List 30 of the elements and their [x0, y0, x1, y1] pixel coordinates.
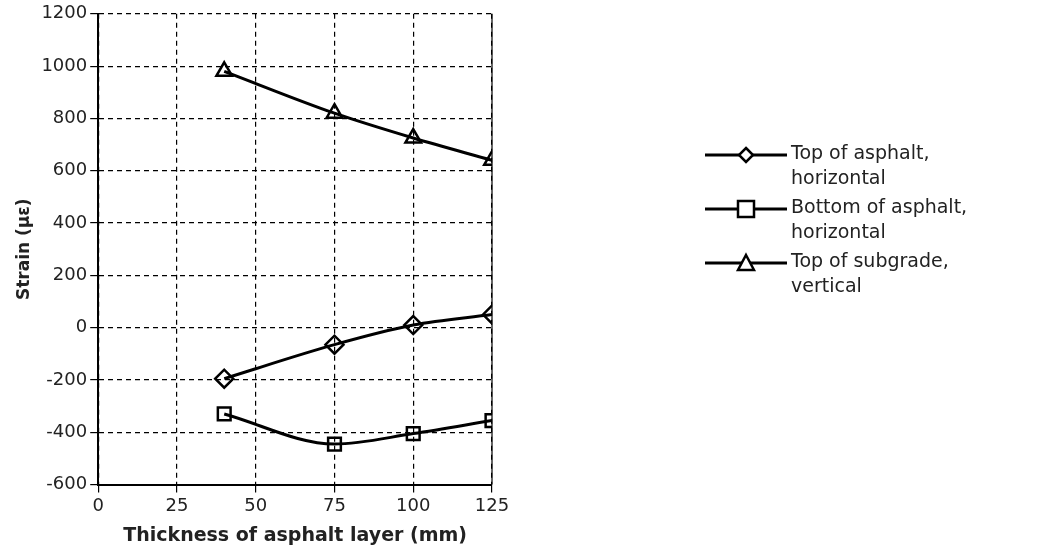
x-tick-label: 125	[474, 494, 510, 516]
y-tick-label: -600	[46, 472, 88, 494]
x-tick-label: 0	[92, 494, 104, 516]
y-tick-label: 800	[52, 106, 88, 128]
x-tick-label: 50	[244, 494, 268, 516]
y-tick-label: 0	[75, 315, 88, 337]
y-tick-label: 1000	[41, 53, 88, 75]
y-tick-label: 1200	[41, 1, 88, 23]
legend-label: Top of asphalt, horizontal	[791, 140, 931, 190]
legend-label: Bottom of asphalt, horizontal	[791, 194, 969, 244]
y-tick-label: -200	[46, 367, 88, 389]
x-axis-title: Thickness of asphalt layer (mm)	[123, 522, 467, 545]
point	[325, 102, 344, 119]
point	[326, 436, 343, 452]
x-tick-label: 25	[165, 494, 189, 516]
y-tick-label: 200	[52, 263, 88, 285]
point	[213, 368, 235, 389]
y-tick-label: 600	[52, 158, 88, 180]
point	[215, 61, 234, 78]
point	[216, 406, 232, 422]
point	[404, 127, 423, 144]
y-tick-label: -400	[46, 419, 88, 441]
point	[402, 314, 424, 336]
y-tick-label: 400	[52, 210, 88, 232]
point	[324, 334, 345, 355]
x-tick-label: 100	[396, 494, 431, 516]
x-tick-label: 75	[323, 494, 346, 516]
y-axis-title: Strain (με)	[12, 198, 33, 300]
legend-label: Top of subgrade, vertical	[791, 248, 950, 298]
point	[405, 425, 421, 442]
